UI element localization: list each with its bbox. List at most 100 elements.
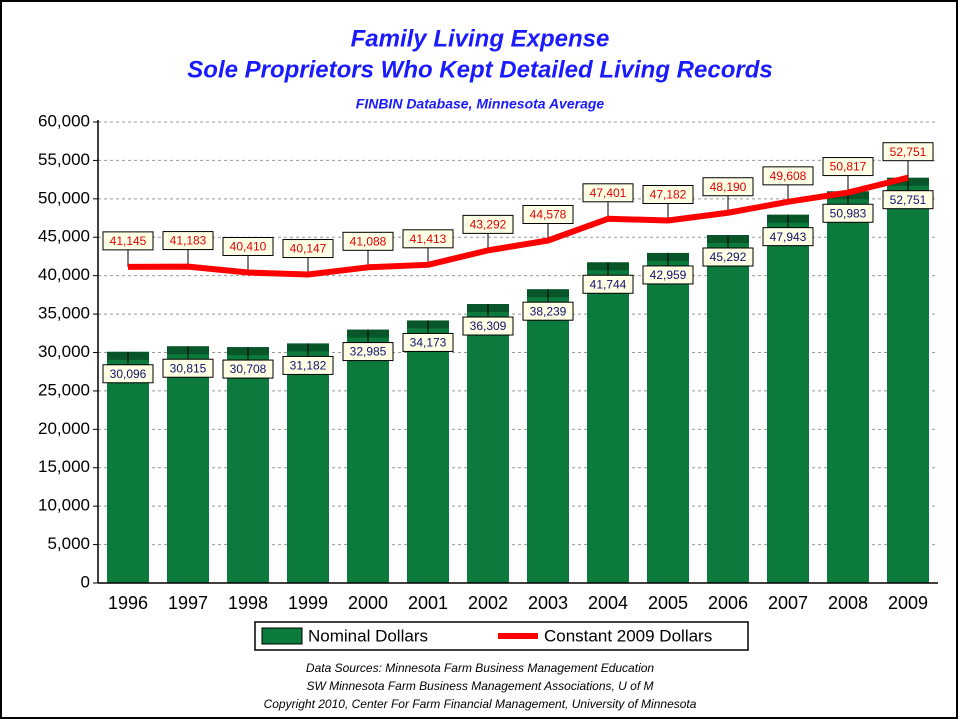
y-tick-label: 60,000 <box>38 111 90 130</box>
label-box <box>402 332 454 352</box>
label-box <box>822 157 874 177</box>
y-tick-label: 35,000 <box>38 304 90 323</box>
x-tick-label: 2002 <box>468 593 508 613</box>
data-label: 47,182 <box>650 188 687 202</box>
data-label: 41,744 <box>590 277 627 291</box>
data-label: 41,145 <box>110 234 147 248</box>
label-box <box>162 231 214 251</box>
label-box <box>702 177 754 197</box>
label-box <box>102 364 154 384</box>
data-label: 48,190 <box>710 180 747 194</box>
line <box>127 174 909 278</box>
x-tick-label: 1997 <box>168 593 208 613</box>
data-label: 50,817 <box>830 160 867 174</box>
y-tick-label: 15,000 <box>38 457 90 476</box>
y-tick-label: 55,000 <box>38 150 90 169</box>
y-tick-label: 20,000 <box>38 419 90 438</box>
x-tick-label: 2008 <box>828 593 868 613</box>
label-box <box>462 214 514 234</box>
bar <box>527 289 569 583</box>
data-label: 47,943 <box>770 230 807 244</box>
label-box <box>882 142 934 162</box>
label-box <box>222 237 274 257</box>
legend-label: Nominal Dollars <box>308 626 428 645</box>
data-label: 49,608 <box>770 169 807 183</box>
label-box <box>282 355 334 375</box>
y-tick-label: 25,000 <box>38 380 90 399</box>
y-tick-label: 10,000 <box>38 496 90 515</box>
data-label: 40,147 <box>290 242 327 256</box>
bar <box>467 304 509 583</box>
data-label: 34,173 <box>410 336 447 350</box>
data-label: 45,292 <box>710 250 747 264</box>
data-label: 31,182 <box>290 359 327 373</box>
bar <box>767 214 809 584</box>
label-box <box>282 239 334 259</box>
x-tick-label: 2003 <box>528 593 568 613</box>
label-box <box>702 247 754 267</box>
x-tick-label: 1998 <box>228 593 268 613</box>
data-label: 50,983 <box>830 206 867 220</box>
label-box <box>522 204 574 224</box>
bar <box>107 351 149 583</box>
x-tick-label: 2004 <box>588 593 628 613</box>
bar <box>587 262 629 583</box>
data-label: 32,985 <box>350 345 387 359</box>
label-box <box>582 183 634 203</box>
label-box <box>222 359 274 379</box>
label-box <box>582 274 634 294</box>
label-box <box>102 231 154 251</box>
x-tick-label: 2009 <box>888 593 928 613</box>
data-label: 30,708 <box>230 362 267 376</box>
x-tick-label: 2001 <box>408 593 448 613</box>
data-label: 52,751 <box>890 193 927 207</box>
y-tick-label: 0 <box>81 572 90 591</box>
label-box <box>342 231 394 251</box>
footer: SW Minnesota Farm Business Management As… <box>306 679 653 693</box>
label-box <box>882 190 934 210</box>
label-box <box>642 265 694 285</box>
chart-title: Sole Proprietors Who Kept Detailed Livin… <box>187 56 772 83</box>
y-tick-label: 50,000 <box>38 188 90 207</box>
data-label: 47,401 <box>590 186 627 200</box>
footer: Copyright 2010, Center For Farm Financia… <box>264 697 697 711</box>
bar <box>407 320 449 583</box>
y-tick-label: 40,000 <box>38 265 90 284</box>
y-tick-label: 5,000 <box>47 534 90 553</box>
bar <box>647 252 689 583</box>
bar <box>167 346 209 583</box>
label-box <box>162 358 214 378</box>
data-label: 41,413 <box>410 232 447 246</box>
label-box <box>522 301 574 321</box>
y-tick-label: 30,000 <box>38 342 90 361</box>
label-box <box>762 227 814 247</box>
bar <box>887 177 929 584</box>
data-label: 41,183 <box>170 234 207 248</box>
x-tick-label: 1999 <box>288 593 328 613</box>
label-box <box>402 229 454 249</box>
data-label: 30,096 <box>110 367 147 381</box>
bar <box>827 191 869 583</box>
data-label: 52,751 <box>890 145 927 159</box>
data-label: 44,578 <box>530 208 567 222</box>
label-box <box>822 203 874 223</box>
data-label: 42,959 <box>650 268 687 282</box>
data-label: 43,292 <box>470 218 507 232</box>
label-box <box>342 342 394 362</box>
legend-swatch <box>261 627 303 645</box>
bar <box>347 329 389 583</box>
bar <box>227 347 269 583</box>
data-label: 38,239 <box>530 304 567 318</box>
label-box <box>462 316 514 336</box>
bar <box>707 235 749 583</box>
footer: Data Sources: Minnesota Farm Business Ma… <box>306 661 655 675</box>
data-label: 40,410 <box>230 240 267 254</box>
data-label: 36,309 <box>470 319 507 333</box>
x-tick-label: 2007 <box>768 593 808 613</box>
data-label: 30,815 <box>170 361 207 375</box>
legend-label: Constant 2009 Dollars <box>544 626 712 645</box>
label-box <box>642 184 694 204</box>
chart-title: Family Living Expense <box>351 25 610 52</box>
